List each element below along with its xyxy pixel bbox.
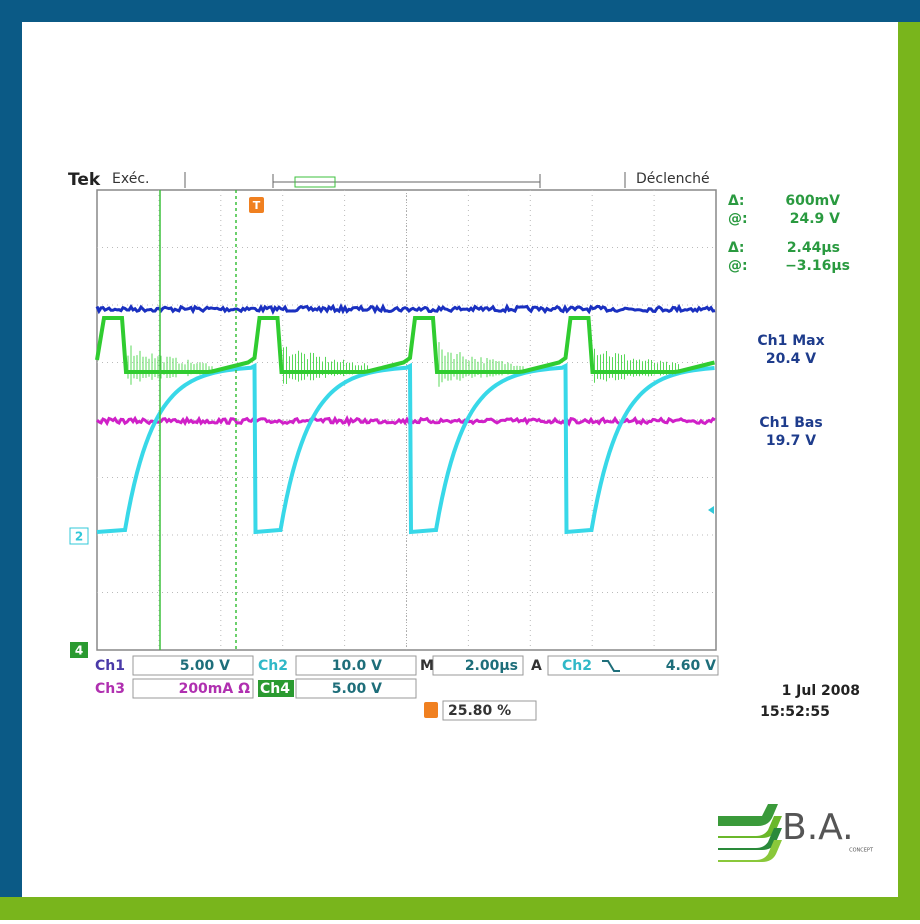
ch1-trace [95,302,716,316]
ch2-marker: 2 [75,530,83,544]
measurement-value: 20.4 V [766,351,816,367]
cursor-label: @: [728,258,748,274]
ch4-label-box [258,680,294,697]
time: 15:52:55 [760,704,830,720]
logo: B.A. CONCEPT [718,804,874,862]
trigger-slope [602,660,620,672]
logo-stripe [718,840,782,862]
setting-box [132,655,254,676]
brand: Tek [68,170,101,190]
trigger-position-icon [424,702,438,718]
setting-box [547,655,719,676]
logo-stripe [718,804,778,826]
cursor-value: −3.16µs [785,258,850,274]
ch1-value: 5.00 V [180,658,230,674]
setting-box [442,700,537,721]
run-mode: Exéc. [112,171,149,187]
cursor-value: 24.9 V [790,211,840,227]
date: 1 Jul 2008 [782,683,860,699]
trigger-marker: T [253,199,261,212]
frame-green-bottom [0,897,920,920]
ch4-value: 5.00 V [332,681,382,697]
timebase-label: M [420,658,434,674]
trigger-position: 25.80 % [448,703,511,719]
logo-stripe [718,828,782,850]
level-marker [708,506,714,514]
logo-tagline: CONCEPT [849,848,874,854]
ch3-trace [96,415,716,428]
measurement-label: Ch1 Bas [759,415,822,431]
frame-green-right [898,22,920,920]
waveforms [95,302,716,535]
content [22,22,898,897]
cursor-label: @: [728,211,748,227]
logo-stripe [718,816,782,838]
ch2-value: 10.0 V [332,658,382,674]
setting-box [295,678,417,699]
timebase-value: 2.00µs [465,658,518,674]
trigger-source: Ch2 [562,658,592,674]
ch2-label: Ch2 [258,658,288,674]
ch3-label: Ch3 [95,681,125,697]
setting-box [132,678,254,699]
cursor-value: 600mV [785,193,840,209]
setting-box [432,655,524,676]
cursor-value: 2.44µs [787,240,840,256]
ch4-marker: 4 [75,644,83,658]
trigger-level: 4.60 V [666,658,716,674]
ch1-label: Ch1 [95,658,125,674]
ch4-trace [95,316,715,374]
ch4-ringing [127,342,679,387]
ch4-label: Ch4 [260,681,290,697]
logo-name: B.A. [782,807,854,848]
trigger-marker-box [249,197,264,213]
measurement-value: 19.7 V [766,433,816,449]
record-window [294,176,336,188]
cursor-label: Δ: [728,240,744,256]
trigger-label: A [531,658,542,674]
ch2-marker-box [69,527,89,545]
cursor-label: Δ: [728,193,744,209]
ch3-value: 200mA Ω [179,681,251,697]
ch4-marker-box [70,642,88,658]
setting-box [295,655,417,676]
ch2-trace [96,362,715,535]
measurement-label: Ch1 Max [757,333,824,349]
trigger-status: Déclenché [636,171,710,187]
